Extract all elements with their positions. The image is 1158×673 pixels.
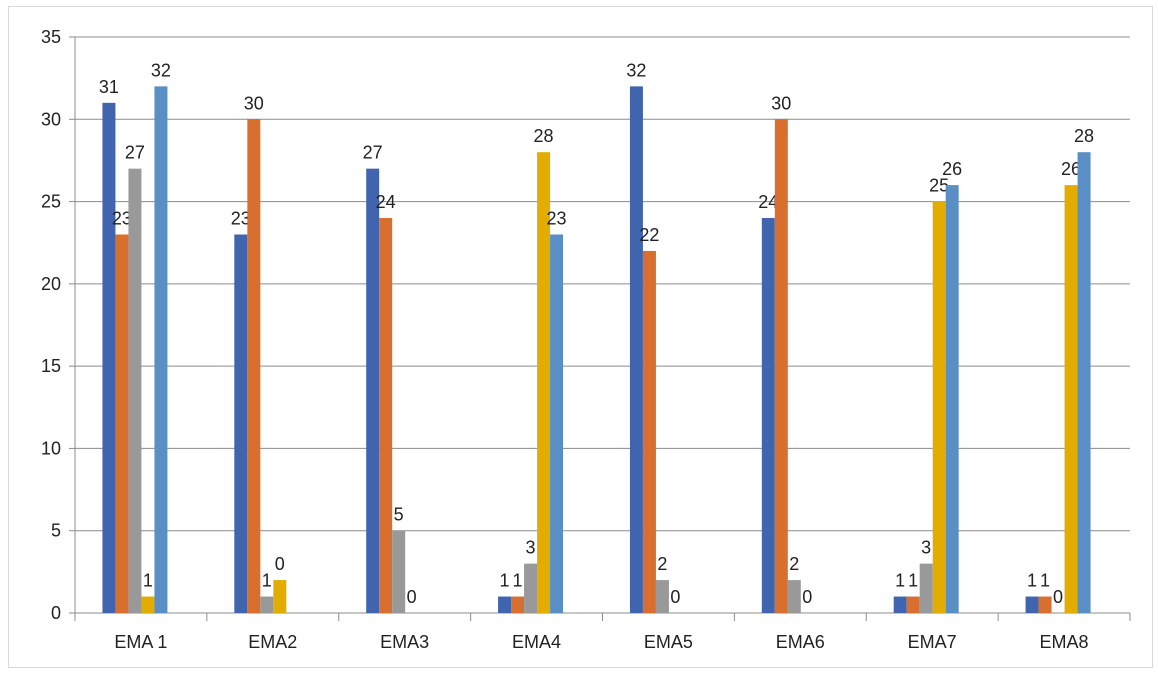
data-label: 2 (657, 554, 667, 574)
bar (629, 86, 643, 613)
bar (260, 596, 274, 613)
bar (655, 580, 669, 613)
y-tick-label: 35 (41, 27, 61, 47)
bar (787, 580, 801, 613)
data-label: 1 (1040, 571, 1050, 591)
bar (524, 563, 538, 613)
x-category-label: EMA5 (644, 632, 693, 652)
bar (919, 563, 933, 613)
bar (550, 234, 564, 613)
y-tick-label: 25 (41, 192, 61, 212)
data-label: 1 (143, 571, 153, 591)
data-label: 1 (500, 571, 510, 591)
bar (1064, 185, 1078, 613)
data-label: 0 (275, 554, 285, 574)
data-label: 0 (670, 587, 680, 607)
y-tick-label: 20 (41, 274, 61, 294)
data-label: 28 (1074, 126, 1094, 146)
data-label: 3 (921, 538, 931, 558)
data-label: 23 (547, 208, 567, 228)
bar (893, 596, 907, 613)
bar (761, 218, 775, 613)
bar (498, 596, 512, 613)
bar (234, 234, 248, 613)
x-category-label: EMA2 (248, 632, 297, 652)
y-tick-label: 15 (41, 356, 61, 376)
data-label: 31 (99, 77, 119, 97)
bar (932, 201, 946, 614)
data-label: 1 (895, 571, 905, 591)
data-label: 25 (929, 176, 949, 196)
data-label: 24 (376, 192, 396, 212)
data-label: 26 (1061, 159, 1081, 179)
bar (115, 234, 129, 613)
bar (774, 119, 788, 614)
data-label: 3 (526, 538, 536, 558)
data-label: 27 (125, 143, 145, 163)
bar (537, 152, 551, 613)
x-category-label: EMA6 (776, 632, 825, 652)
bar (247, 119, 261, 614)
bar (154, 86, 168, 613)
bar (1025, 596, 1039, 613)
bar (141, 596, 155, 613)
y-tick-label: 10 (41, 438, 61, 458)
bar (379, 218, 393, 613)
data-label: 27 (363, 143, 383, 163)
bar (128, 168, 142, 613)
data-label: 0 (1053, 587, 1063, 607)
data-label: 24 (758, 192, 778, 212)
data-label: 28 (534, 126, 554, 146)
data-label: 26 (942, 159, 962, 179)
data-label: 32 (151, 60, 171, 80)
bar (273, 580, 287, 613)
data-label: 22 (639, 225, 659, 245)
x-category-label: EMA4 (512, 632, 561, 652)
bar (392, 530, 406, 613)
bar (642, 250, 656, 613)
data-label: 23 (231, 208, 251, 228)
data-label: 1 (1027, 571, 1037, 591)
bar (366, 168, 380, 613)
x-category-label: EMA7 (908, 632, 957, 652)
data-label: 32 (626, 60, 646, 80)
data-label: 1 (262, 571, 272, 591)
data-label: 5 (394, 505, 404, 525)
bar (102, 102, 116, 613)
x-category-label: EMA 1 (114, 632, 167, 652)
y-tick-label: 0 (51, 603, 61, 623)
data-label: 1 (908, 571, 918, 591)
bar (906, 596, 920, 613)
data-label: 0 (407, 587, 417, 607)
data-label: 0 (802, 587, 812, 607)
x-category-label: EMA3 (380, 632, 429, 652)
bar (1077, 152, 1091, 613)
data-label: 2 (789, 554, 799, 574)
data-label: 30 (771, 93, 791, 113)
y-tick-label: 5 (51, 521, 61, 541)
y-tick-label: 30 (41, 109, 61, 129)
bar (511, 596, 525, 613)
chart-frame (8, 6, 1153, 668)
data-label: 30 (244, 93, 264, 113)
data-label: 1 (513, 571, 523, 591)
bar (945, 185, 959, 613)
data-label: 23 (112, 208, 132, 228)
bar (1038, 596, 1052, 613)
x-category-label: EMA8 (1040, 632, 1089, 652)
